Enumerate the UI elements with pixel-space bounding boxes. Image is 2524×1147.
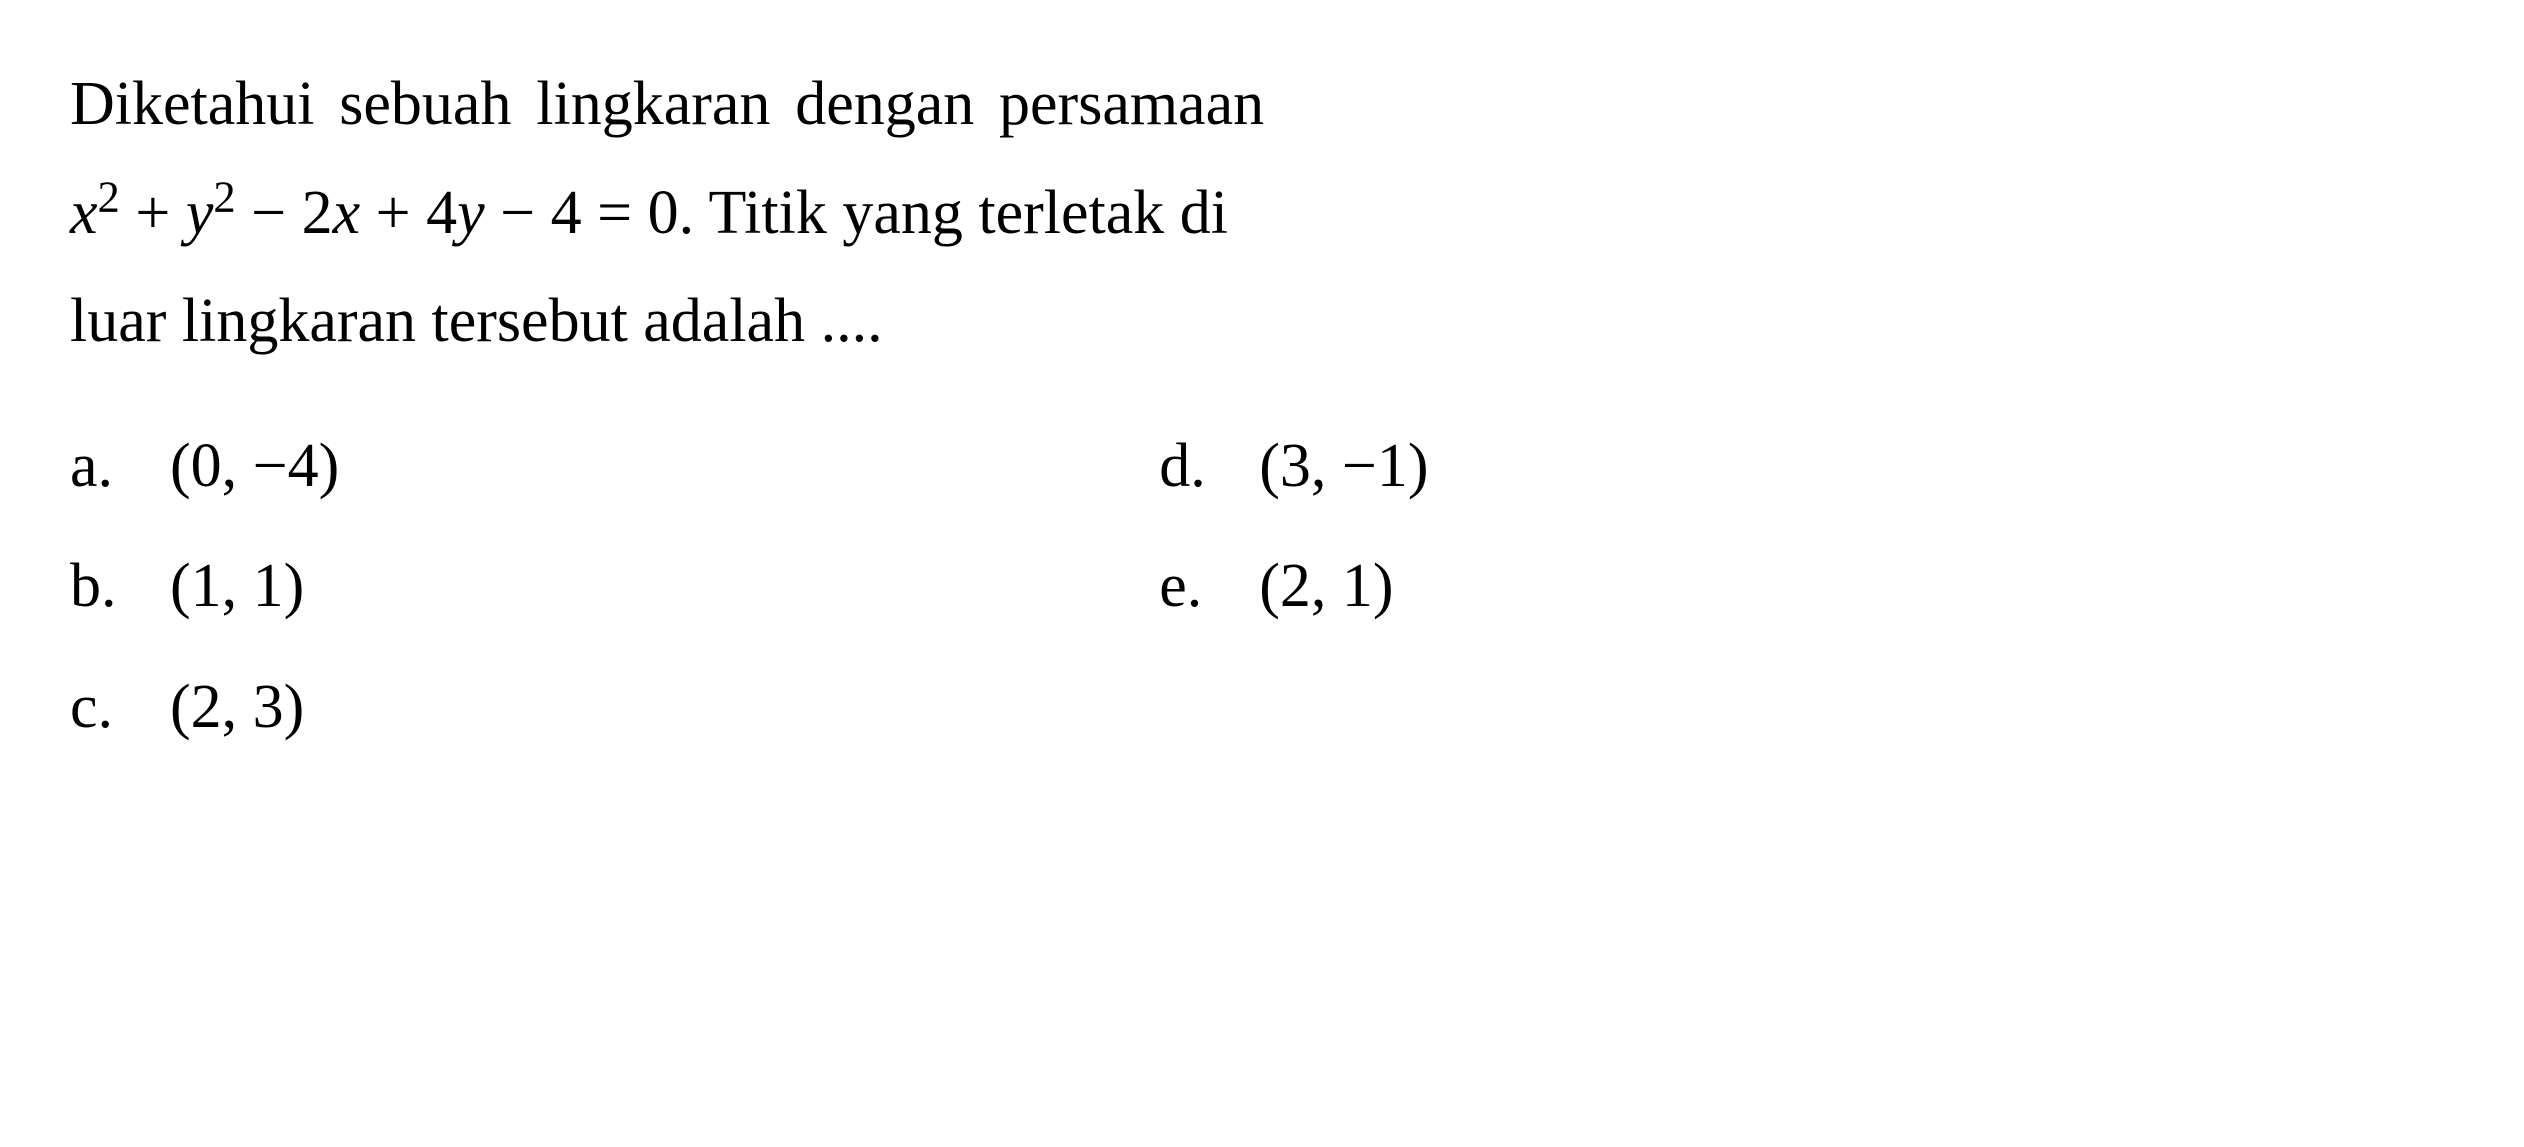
option-d: d. (3, −1) bbox=[1159, 406, 1428, 527]
question-stem: Diketahui sebuah lingkaran dengan persam… bbox=[70, 50, 2454, 376]
option-value: (3, −1) bbox=[1259, 406, 1428, 527]
option-label: c. bbox=[70, 647, 170, 768]
options-right-column: d. (3, −1) e. (2, 1) bbox=[1159, 406, 1428, 769]
question-equation: x2 + y2 − 2x + 4y − 4 = 0 bbox=[70, 179, 679, 247]
option-e: e. (2, 1) bbox=[1159, 526, 1428, 647]
option-label: b. bbox=[70, 526, 170, 647]
option-label: e. bbox=[1159, 526, 1259, 647]
question-line-2-post: . Titik yang terletak di bbox=[679, 179, 1228, 247]
option-value: (0, −4) bbox=[170, 406, 339, 527]
answer-options: a. (0, −4) b. (1, 1) c. (2, 3) d. (3, −1… bbox=[70, 406, 2454, 769]
option-label: a. bbox=[70, 406, 170, 527]
question-line-1: Diketahui sebuah lingkaran dengan persam… bbox=[70, 70, 1264, 138]
question-line-3: luar lingkaran tersebut adalah .... bbox=[70, 287, 883, 355]
option-value: (1, 1) bbox=[170, 526, 304, 647]
option-c: c. (2, 3) bbox=[70, 647, 339, 768]
option-label: d. bbox=[1159, 406, 1259, 527]
option-a: a. (0, −4) bbox=[70, 406, 339, 527]
math-question: Diketahui sebuah lingkaran dengan persam… bbox=[70, 50, 2454, 768]
options-left-column: a. (0, −4) b. (1, 1) c. (2, 3) bbox=[70, 406, 339, 769]
option-value: (2, 1) bbox=[1259, 526, 1393, 647]
option-value: (2, 3) bbox=[170, 647, 304, 768]
option-b: b. (1, 1) bbox=[70, 526, 339, 647]
